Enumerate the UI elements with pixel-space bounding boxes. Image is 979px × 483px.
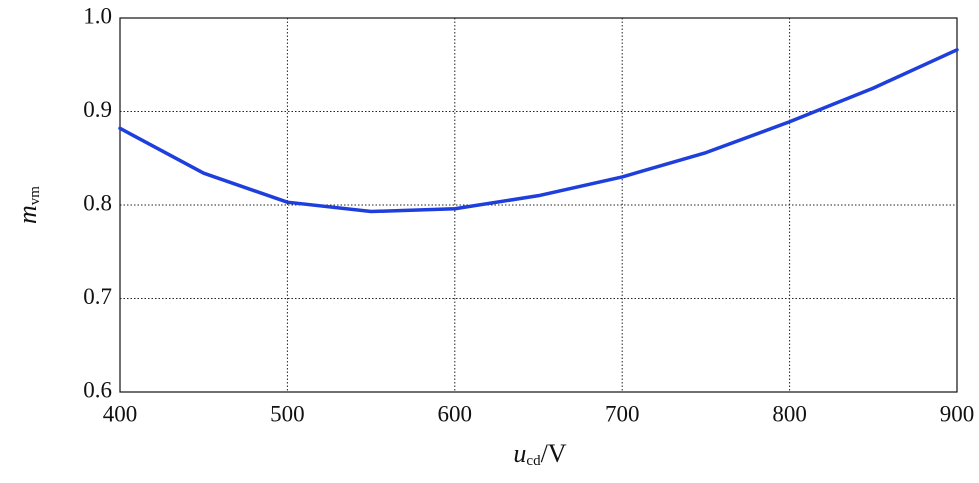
x-label-sub: cd <box>526 453 541 469</box>
x-tick-label: 900 <box>940 401 975 426</box>
plot-frame <box>119 17 958 393</box>
x-tick-label: 700 <box>605 401 640 426</box>
x-tick-label: 500 <box>270 401 305 426</box>
x-axis-label: ucd/V <box>513 439 566 469</box>
x-label-main: u <box>513 439 526 468</box>
y-axis-label: mvm <box>13 186 43 224</box>
x-tick-label: 400 <box>103 401 138 426</box>
y-label-main: m <box>13 205 42 224</box>
data-line <box>118 48 959 214</box>
x-label-suffix: /V <box>541 439 567 468</box>
y-tick-label: 0.9 <box>83 97 112 122</box>
x-tick-label: 800 <box>772 401 807 426</box>
y-tick-label: 0.6 <box>83 377 112 402</box>
y-tick-label: 0.7 <box>83 284 112 309</box>
y-tick-label: 0.8 <box>83 190 112 215</box>
x-tick-label: 600 <box>438 401 473 426</box>
y-label-sub: vm <box>27 186 43 206</box>
y-tick-label: 1.0 <box>83 3 112 28</box>
